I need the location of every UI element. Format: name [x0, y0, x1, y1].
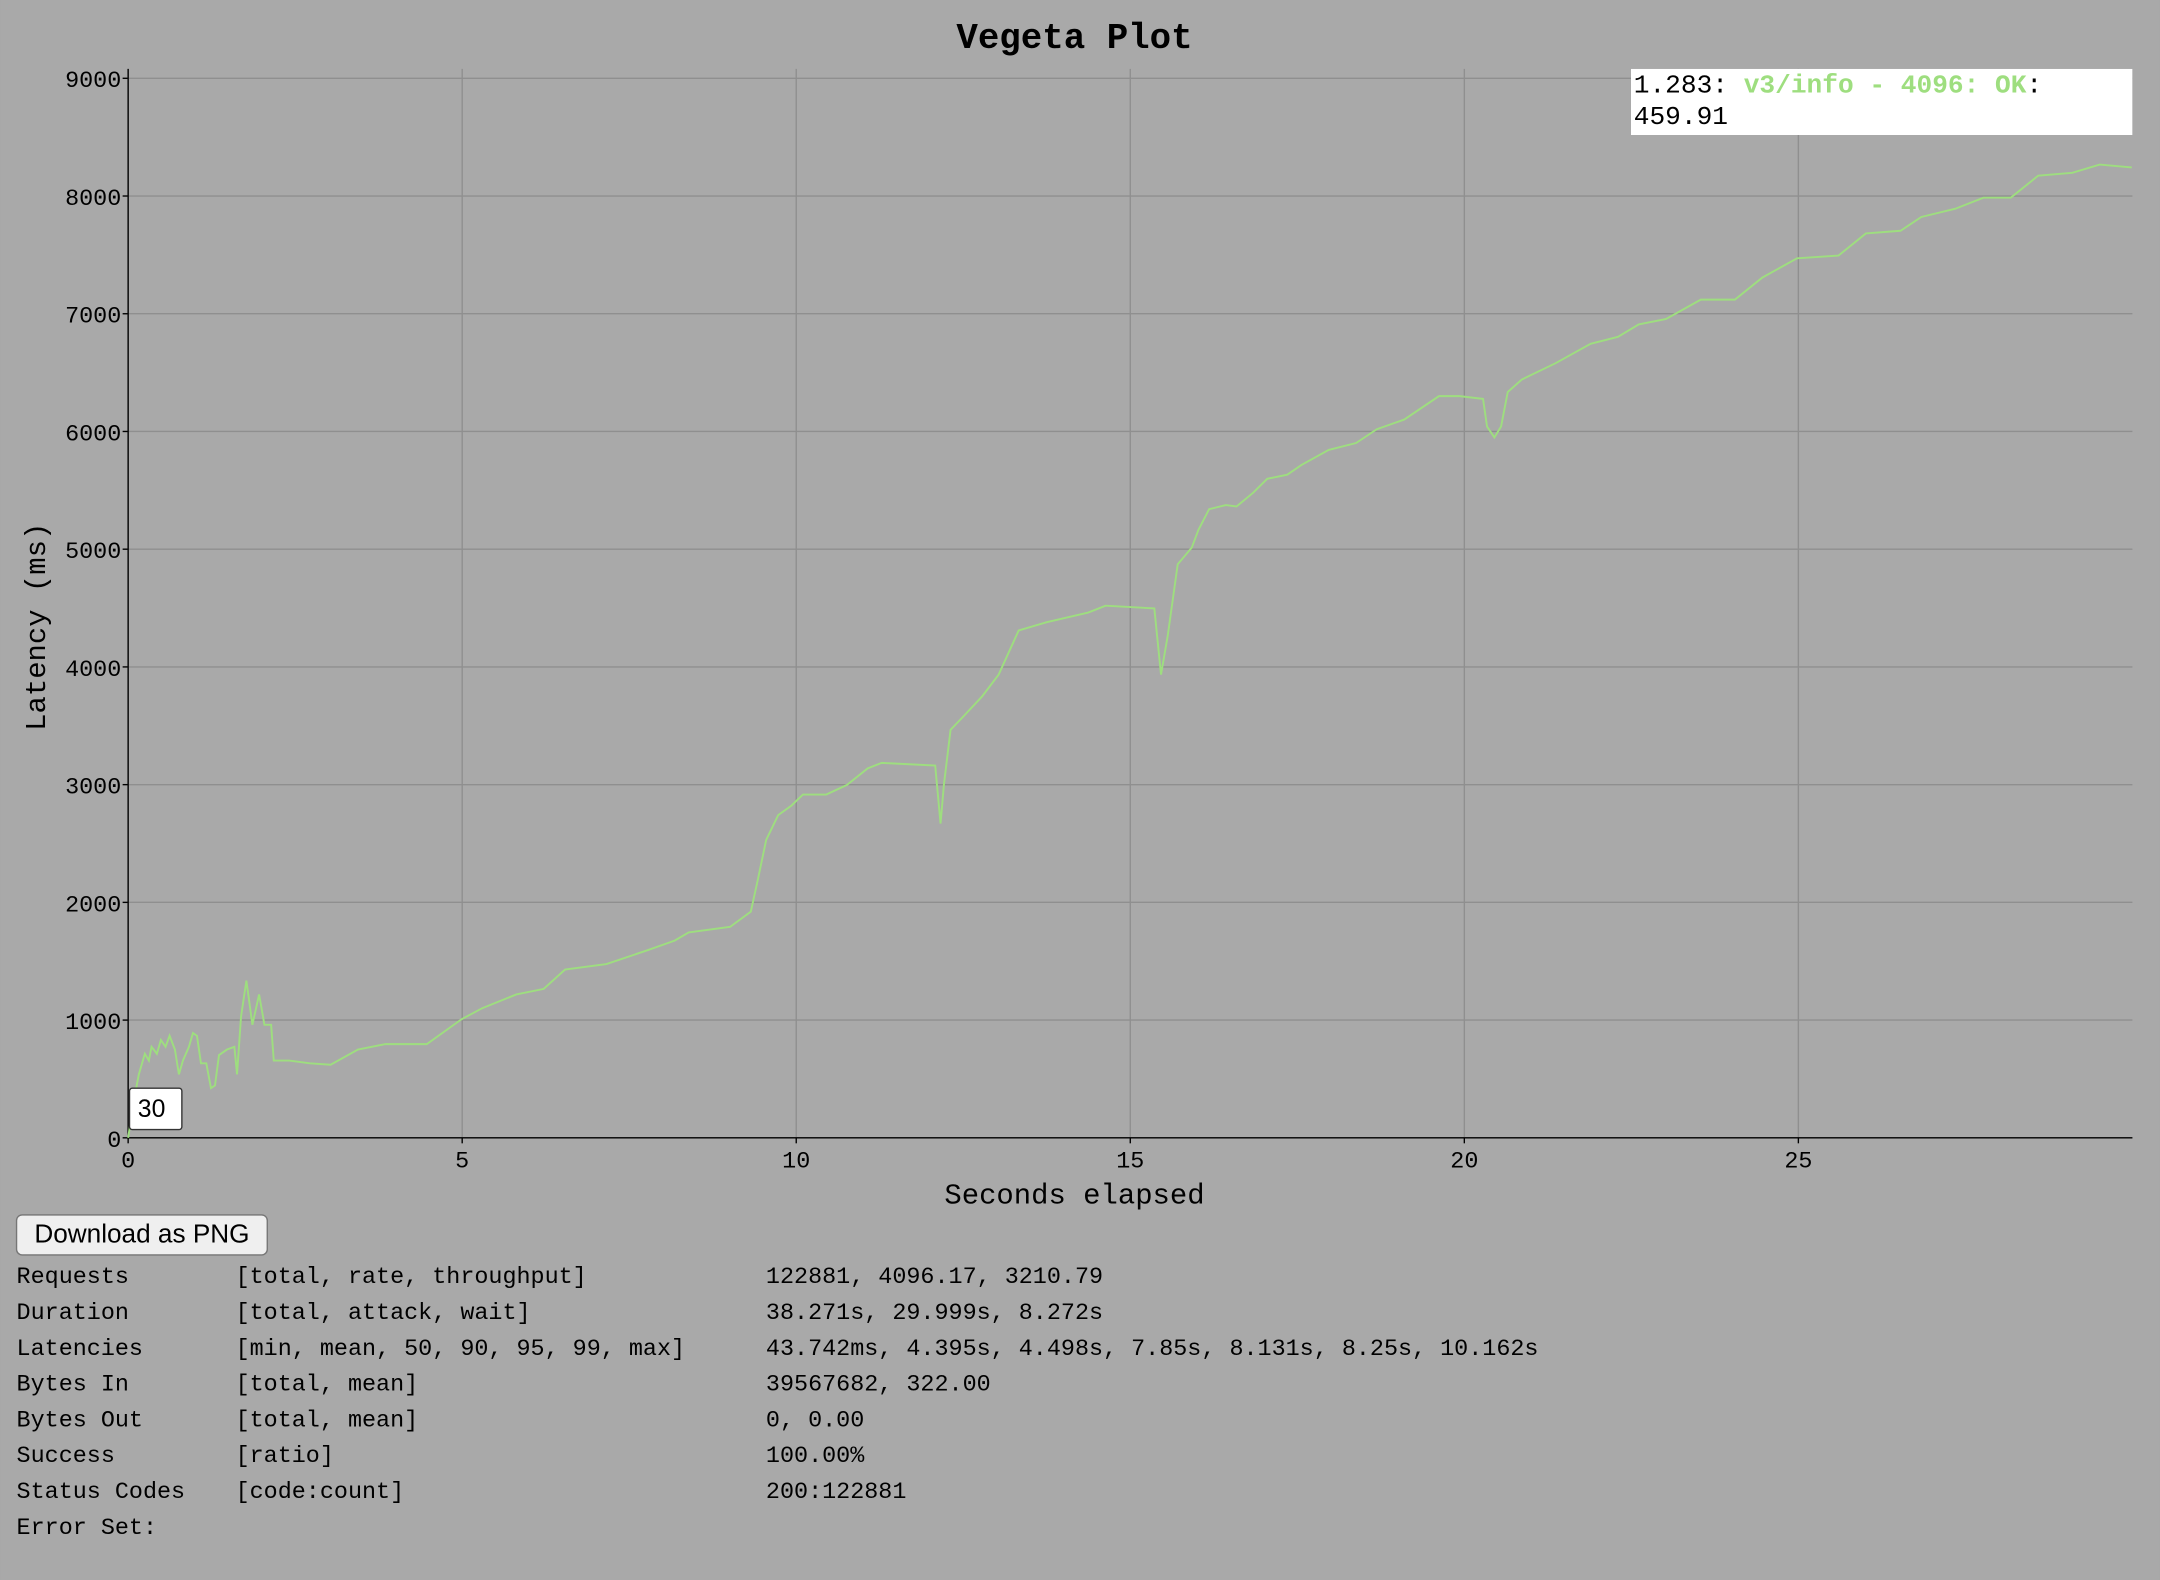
y-tick-label: 5000	[65, 540, 121, 566]
report-cell: 122881, 4096.17, 3210.79	[766, 1265, 1103, 1291]
report-cell: Bytes In	[17, 1373, 129, 1399]
report-cell: [total, attack, wait]	[236, 1301, 531, 1327]
x-tick-label: 5	[455, 1149, 469, 1175]
report-cell: Status Codes	[17, 1480, 186, 1506]
x-tick-label: 25	[1784, 1149, 1812, 1175]
report-cell: [ratio]	[236, 1444, 334, 1470]
report-cell: [total, mean]	[236, 1408, 419, 1434]
y-tick-label: 6000	[65, 422, 121, 448]
legend: 1.283: v3/info - 4096: OK: 459.91	[1631, 68, 2133, 135]
report-cell: Requests	[17, 1265, 129, 1291]
chart-title: Vegeta Plot	[956, 18, 1192, 59]
y-axis-label: Latency (ms)	[21, 523, 54, 731]
roll-period-input[interactable]	[128, 1087, 183, 1131]
y-tick-label: 0	[107, 1129, 121, 1155]
report-cell: [total, rate, throughput]	[236, 1265, 587, 1291]
report-cell: 43.742ms, 4.395s, 4.498s, 7.85s, 8.131s,…	[766, 1337, 1539, 1363]
report-cell: 0, 0.00	[766, 1408, 864, 1434]
x-tick-label: 15	[1116, 1149, 1144, 1175]
y-tick-label: 2000	[65, 893, 121, 919]
report-cell: Bytes Out	[17, 1408, 143, 1434]
report-cell: Error Set:	[17, 1516, 157, 1542]
report-cell: [total, mean]	[236, 1373, 419, 1399]
report-cell: 100.00%	[766, 1444, 865, 1470]
y-tick-label: 1000	[65, 1011, 121, 1037]
x-tick-label: 10	[782, 1149, 810, 1175]
roll-period-value[interactable]: 30	[138, 1096, 166, 1123]
report-cell: 39567682, 322.00	[766, 1373, 991, 1399]
legend-box: 1.283: v3/info - 4096: OK: 459.91	[1631, 68, 2133, 135]
y-tick-label: 3000	[65, 776, 121, 802]
y-tick-label: 7000	[65, 305, 121, 331]
report-cell: [min, mean, 50, 90, 95, 99, max]	[236, 1337, 685, 1363]
download-button[interactable]	[15, 1214, 268, 1256]
download-button-label[interactable]: Download as PNG	[34, 1219, 249, 1249]
y-tick-label: 4000	[65, 658, 121, 684]
report-cell: Success	[17, 1444, 115, 1470]
report-cell: 200:122881	[766, 1480, 906, 1506]
series-line	[127, 163, 2132, 1138]
report-cell: Latencies	[17, 1337, 143, 1363]
legend-value: : 459.91	[1633, 70, 2043, 133]
y-tick-label: 9000	[65, 69, 121, 95]
x-axis-label: Seconds elapsed	[944, 1179, 1204, 1212]
x-tick-label: 20	[1450, 1149, 1478, 1175]
x-tick-label: 0	[121, 1149, 135, 1175]
report-cell: [code:count]	[236, 1480, 405, 1506]
report-cell: 38.271s, 29.999s, 8.272s	[766, 1301, 1103, 1327]
legend-series: v3/info - 4096: OK	[1743, 70, 2027, 101]
legend-x: 1.283:	[1633, 70, 1729, 101]
y-tick-label: 8000	[65, 187, 121, 213]
report-cell: Duration	[17, 1301, 129, 1327]
